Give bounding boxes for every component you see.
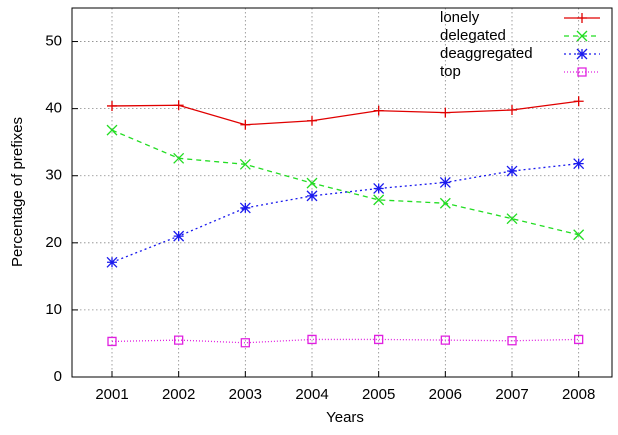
marker xyxy=(574,334,584,345)
y-axis-label: Percentage of prefixes xyxy=(9,117,26,267)
marker xyxy=(306,190,318,202)
marker xyxy=(373,194,385,206)
legend-label: delegated xyxy=(440,27,506,44)
marker xyxy=(577,13,587,23)
legend-label: lonely xyxy=(440,9,480,26)
marker xyxy=(573,96,584,107)
marker xyxy=(506,165,518,177)
marker xyxy=(507,336,517,346)
marker xyxy=(107,100,117,111)
y-tick-label: 30 xyxy=(45,167,62,184)
marker xyxy=(106,124,118,136)
marker xyxy=(173,230,185,242)
marker xyxy=(506,213,518,225)
x-tick-label: 2007 xyxy=(495,386,528,403)
marker xyxy=(239,158,251,170)
series-line xyxy=(111,163,579,263)
marker xyxy=(240,119,251,130)
plot-frame xyxy=(71,7,613,378)
marker xyxy=(440,107,451,118)
marker xyxy=(174,335,184,345)
marker xyxy=(373,105,384,116)
legend-label: deaggregated xyxy=(440,45,533,62)
marker xyxy=(373,183,385,194)
x-tick-label: 2002 xyxy=(162,386,195,403)
x-tick-label: 2001 xyxy=(95,386,128,403)
x-axis-label: Years xyxy=(326,409,364,426)
x-tick-label: 2004 xyxy=(295,386,328,403)
marker xyxy=(239,202,251,214)
series-line xyxy=(111,100,579,126)
marker xyxy=(106,256,118,268)
marker xyxy=(173,152,185,164)
marker xyxy=(107,336,117,347)
marker xyxy=(577,67,587,77)
x-tick-label: 2008 xyxy=(562,386,595,403)
marker xyxy=(440,335,450,345)
y-tick-label: 20 xyxy=(45,234,62,251)
y-tick-label: 10 xyxy=(45,301,62,318)
legend-label: top xyxy=(440,63,461,80)
x-tick-label: 2006 xyxy=(429,386,462,403)
marker xyxy=(573,229,585,241)
x-tick-label: 2003 xyxy=(229,386,262,403)
x-tick-label: 2005 xyxy=(362,386,395,403)
marker xyxy=(439,176,451,188)
marker xyxy=(507,104,517,115)
marker xyxy=(307,115,317,126)
marker xyxy=(173,100,184,111)
marker xyxy=(240,338,250,348)
marker xyxy=(576,30,588,42)
marker xyxy=(573,158,585,170)
y-tick-label: 40 xyxy=(45,100,62,117)
y-tick-label: 0 xyxy=(54,368,62,385)
marker xyxy=(306,177,318,189)
marker xyxy=(374,334,384,345)
series-line xyxy=(111,129,579,236)
marker xyxy=(439,197,451,209)
marker xyxy=(307,334,317,345)
series-line xyxy=(111,338,579,344)
y-tick-label: 50 xyxy=(45,33,62,50)
marker xyxy=(576,48,588,60)
